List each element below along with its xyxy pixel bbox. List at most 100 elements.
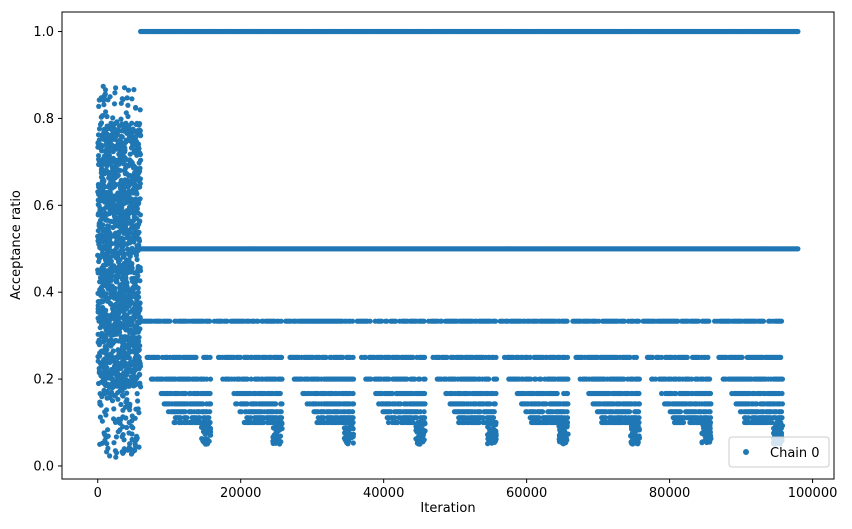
burn-in-point [131,87,137,93]
burn-in-point [104,160,110,166]
burn-in-point [129,334,135,340]
burn-in-point [114,278,120,285]
burn-in-point [112,366,118,372]
burn-in-point [120,407,126,413]
burn-in-point [133,376,139,382]
level-point [279,354,285,360]
burn-in-point [111,440,117,446]
burn-in-point [129,423,135,430]
burn-in-point [105,257,111,263]
burn-in-point [116,416,122,422]
burn-in-point [123,156,129,163]
burn-in-point [132,247,138,253]
burn-in-point [120,280,126,286]
burn-in-point [111,219,117,225]
burn-in-point [105,97,111,103]
burn-in-point [115,208,122,214]
burn-in-point [95,144,101,150]
burn-in-point [121,85,128,91]
burn-in-point [112,133,119,139]
burn-in-point [134,300,140,307]
burn-in-point [120,96,126,102]
burn-in-point [104,123,110,129]
level-point [778,354,784,360]
burn-in-point [135,197,141,203]
level-point [778,409,785,415]
level-point [350,390,356,397]
level-point [167,318,173,324]
burn-in-point [103,127,109,133]
burn-in-point [130,165,137,171]
burn-in-point [118,227,124,233]
burn-in-point [96,126,103,132]
burn-in-point [129,315,135,321]
burn-in-point [105,156,111,162]
burn-in-point [122,171,128,177]
burn-in-point [134,149,140,155]
burn-in-point [121,370,127,376]
level-point [422,415,428,421]
burn-in-point [128,225,134,231]
burn-in-point [125,292,131,298]
burn-in-point [133,406,139,412]
burn-in-point [112,393,118,399]
level-point [278,318,284,324]
level-point [739,354,745,360]
level-point [350,354,356,360]
burn-in-point [135,314,141,320]
burn-in-point [99,136,105,142]
burn-in-point [111,267,117,273]
level-point [491,409,497,415]
burn-in-point [132,294,138,300]
burn-in-point [137,219,143,225]
burn-in-point [109,194,115,200]
burn-in-point [104,395,110,401]
burn-in-point [136,229,142,235]
burn-in-point [135,285,141,291]
burn-in-point [132,366,138,372]
burn-in-point [120,142,126,148]
burn-in-point [99,348,105,354]
burn-in-point [98,185,105,191]
burn-in-point [99,238,105,244]
burn-in-point [101,318,107,324]
burn-in-point [120,221,126,227]
burn-in-point [128,158,134,164]
level-point [705,354,711,360]
burn-in-point [120,191,127,197]
burn-in-point [125,215,131,221]
burn-in-point [119,179,125,186]
burn-in-point [115,370,121,376]
burn-in-point [96,103,102,109]
burn-in-point [119,434,125,440]
burn-in-point [122,147,128,153]
level-point [184,415,190,421]
burn-in-point [127,368,134,375]
level-point [633,354,640,360]
level-point [565,376,571,382]
burn-in-point [124,390,130,396]
burn-in-point [109,398,116,404]
burn-in-point [103,412,109,418]
burn-in-point [136,334,142,340]
level-point [493,318,499,324]
burn-in-point [125,87,132,93]
burn-in-point [100,293,106,299]
burn-in-point [129,436,135,443]
level-point [367,318,373,324]
burn-in-point [110,224,116,231]
level-point [279,415,285,421]
burn-in-point [103,170,110,176]
burn-in-point [124,397,130,403]
burn-in-point [116,257,122,263]
burn-in-point [97,255,103,261]
level-point [627,409,633,415]
level-point [193,354,199,360]
burn-in-point [116,338,122,344]
burn-in-point [128,132,134,138]
burn-in-point [127,309,133,315]
burn-in-point [118,116,124,122]
burn-in-point [98,120,105,126]
burn-in-point [127,322,133,328]
